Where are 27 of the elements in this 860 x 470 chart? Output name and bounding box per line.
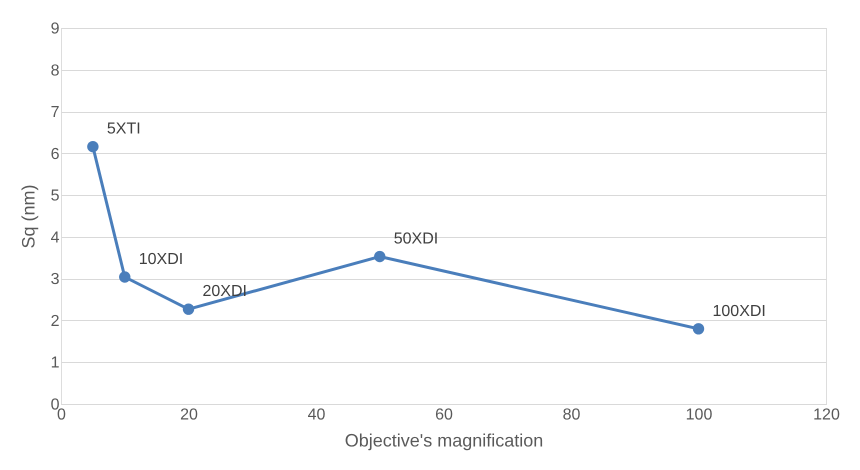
x-tick-label: 20 [180,406,198,424]
y-tick-label: 9 [50,20,60,38]
point [374,250,386,262]
y-tick-label: 3 [50,271,60,288]
point [692,323,704,334]
annotation: 100XDI [712,302,766,320]
annotation: 20XDI [202,283,247,300]
y-tick-label: 4 [50,229,60,246]
point [87,140,99,152]
annotation: 5XTI [106,120,141,138]
x-tick-label: 80 [562,406,580,424]
x-tick-label: 100 [686,406,712,424]
y-axis-title: Sq (nm) [18,184,39,249]
y-tick-label: 2 [50,312,60,330]
annotation: 10XDI [138,250,184,268]
y-tick-label: 6 [50,146,60,163]
x-axis-title: Objective's magnification [344,430,544,450]
x-tick-label: 120 [813,406,840,424]
y-tick-label: 8 [50,62,60,80]
x-tick-label: 40 [308,406,326,424]
y-tick-label: 1 [50,354,60,372]
annotation: 50XDI [394,230,438,248]
x-tick-label: 60 [435,406,453,424]
point [182,303,194,315]
y-tick-label: 5 [50,188,60,205]
point [119,271,130,283]
y-tick-label: 7 [50,104,60,122]
